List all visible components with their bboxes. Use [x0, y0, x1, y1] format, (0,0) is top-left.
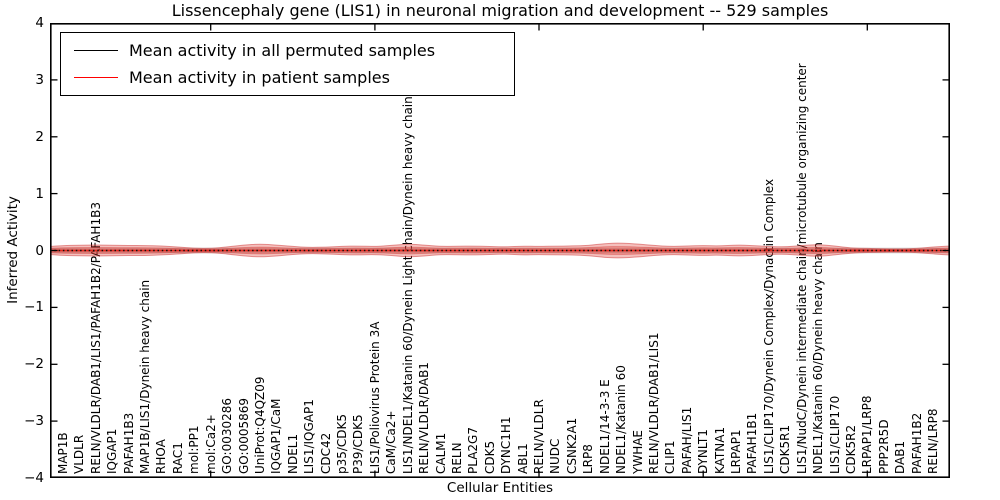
chart-svg	[50, 23, 950, 478]
y-tick-label: 4	[35, 15, 44, 31]
y-tick-label: −3	[24, 413, 44, 430]
y-tick-label: 3	[35, 71, 44, 88]
y-tick-label: −1	[24, 299, 44, 316]
legend: Mean activity in all permuted samples Me…	[60, 32, 515, 96]
legend-item-permuted: Mean activity in all permuted samples	[61, 41, 514, 60]
legend-label-permuted: Mean activity in all permuted samples	[129, 41, 436, 60]
legend-label-patient: Mean activity in patient samples	[129, 68, 390, 87]
y-tick-label: 0	[35, 242, 44, 259]
patient-line-swatch	[74, 77, 118, 78]
y-tick-label: 2	[35, 128, 44, 145]
y-tick-label: −2	[24, 356, 44, 373]
y-tick-label: 1	[35, 185, 44, 202]
x-axis-label: Cellular Entities	[446, 480, 554, 496]
legend-item-patient: Mean activity in patient samples	[61, 68, 514, 87]
y-tick-label: −4	[24, 470, 44, 486]
permuted-line-swatch	[74, 50, 118, 51]
axes-border	[50, 23, 950, 478]
chart-title: Lissencephaly gene (LIS1) in neuronal mi…	[171, 1, 829, 20]
plot-area: MAP1B VLDLR RELN/VLDLR/DAB1/LIS1/PAFAH1B2/…	[50, 23, 950, 478]
